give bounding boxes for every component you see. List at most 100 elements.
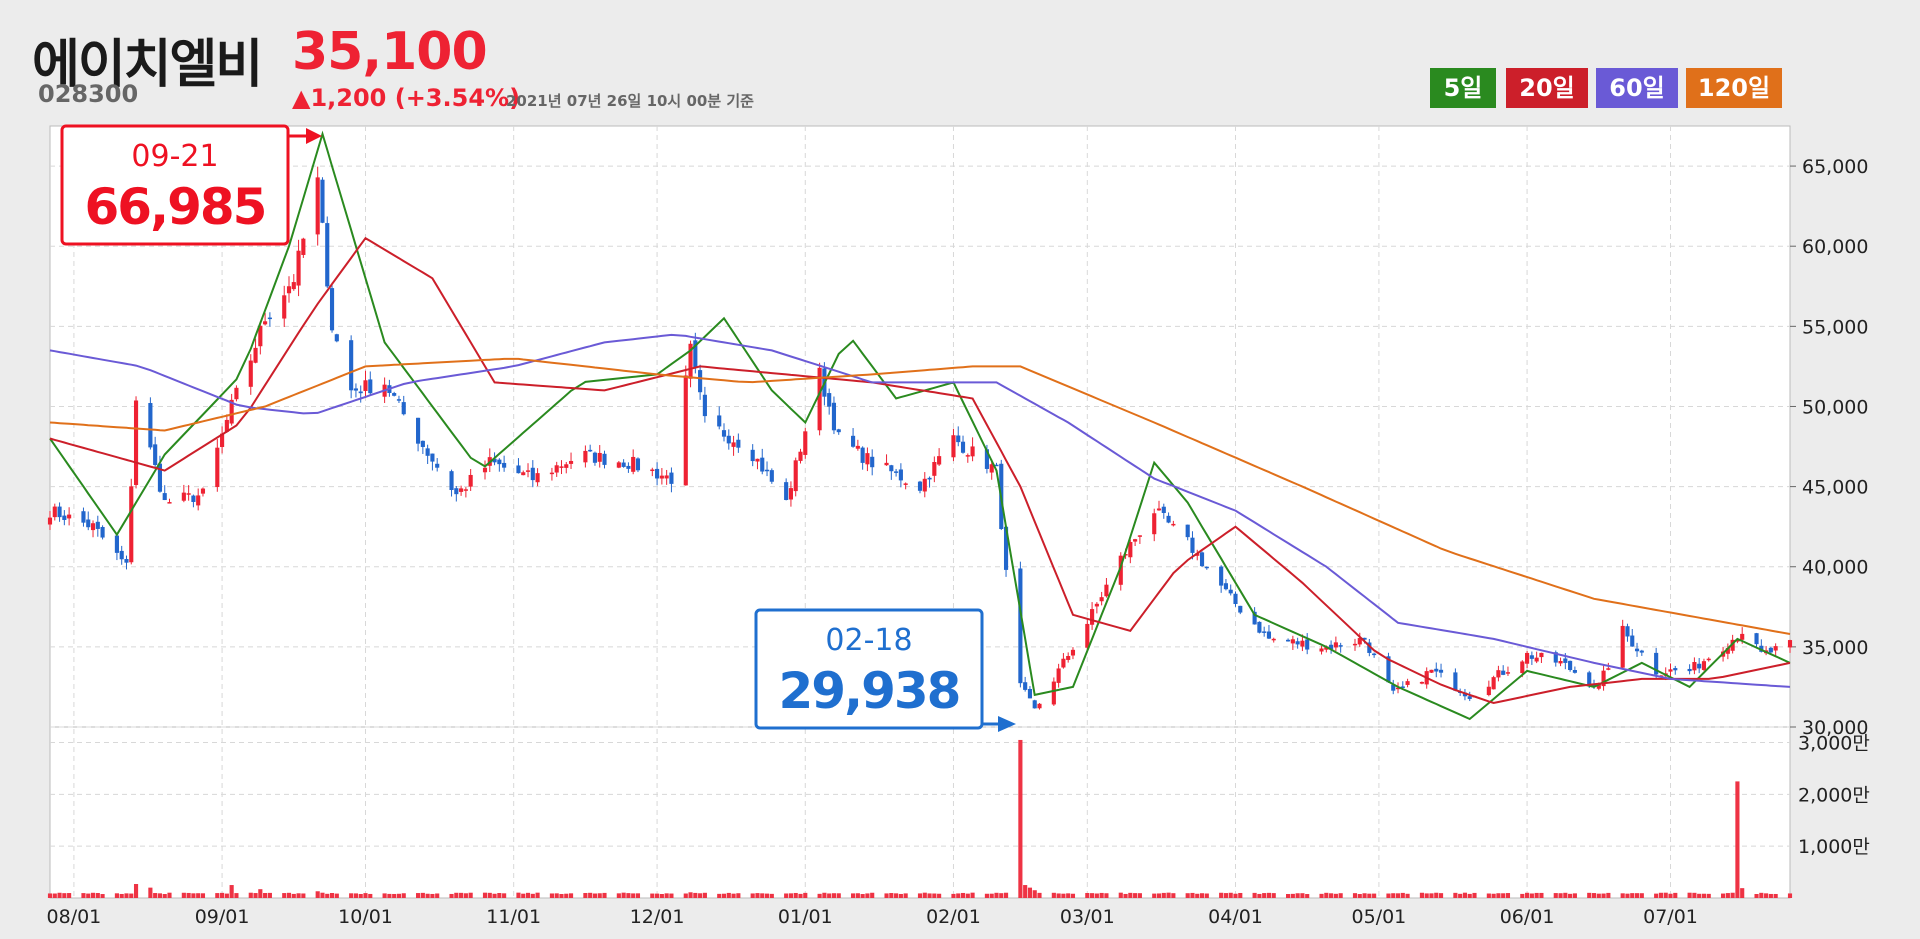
volume-bar — [1362, 893, 1367, 898]
candle-body — [1697, 663, 1702, 669]
candle-body — [1419, 681, 1424, 684]
volume-bar — [1730, 892, 1735, 898]
volume-bar — [1534, 892, 1539, 898]
volume-bar — [970, 892, 975, 898]
candle-body — [1673, 668, 1678, 671]
volume-bar — [1630, 893, 1635, 898]
candle-body — [1094, 603, 1099, 607]
candle-body — [764, 469, 770, 472]
candle-body — [124, 559, 129, 563]
candle-body — [497, 459, 502, 465]
date-tick-label: 03/01 — [1060, 906, 1115, 928]
candle-body — [602, 453, 607, 465]
volume-bar — [1496, 893, 1501, 898]
volume-bar — [100, 894, 105, 898]
volume-bar — [162, 894, 167, 898]
volume-bar — [52, 893, 57, 898]
candle-body — [1486, 686, 1491, 696]
candle-body — [47, 517, 53, 525]
candle-body — [917, 481, 923, 491]
volume-bar — [1673, 892, 1678, 898]
candle-body — [1730, 639, 1735, 651]
volume-bar — [1697, 893, 1702, 898]
candle-body — [564, 464, 569, 468]
candle-body — [482, 467, 488, 473]
date-tick-label: 12/01 — [630, 906, 685, 928]
volume-bar — [965, 893, 970, 898]
price-tick-label: 35,000 — [1802, 637, 1868, 659]
volume-bar — [1501, 893, 1506, 898]
candle-body — [554, 465, 559, 473]
volume-bar — [1324, 892, 1329, 898]
volume-bar — [903, 893, 908, 898]
candle-body — [960, 441, 966, 453]
candle-body — [855, 445, 860, 449]
volume-bar — [1419, 892, 1424, 898]
legend-ma120[interactable]: 120일 — [1686, 68, 1782, 108]
date-tick-label: 11/01 — [486, 906, 541, 928]
volume-bar — [482, 892, 488, 898]
volume-bar — [1701, 893, 1707, 898]
candle-body — [1395, 687, 1401, 690]
volume-bar — [1625, 893, 1630, 898]
candle-body — [1601, 670, 1606, 687]
volume-bar — [1568, 893, 1573, 898]
volume-bar — [320, 892, 325, 898]
high-annotation-date: 09-21 — [131, 139, 218, 174]
candle-body — [635, 458, 641, 471]
date-tick-label: 10/01 — [338, 906, 393, 928]
high-annotation-value: 66,985 — [85, 178, 266, 236]
candle-body — [664, 475, 669, 479]
candle-body — [1238, 605, 1243, 613]
candle-body — [793, 460, 798, 492]
legend-ma5[interactable]: 5일 — [1430, 68, 1496, 108]
volume-bar — [387, 893, 392, 898]
candle-body — [1171, 523, 1176, 526]
volume-bar — [631, 893, 636, 898]
volume-bar — [822, 892, 827, 898]
candle-body — [282, 295, 287, 319]
candle-body — [191, 495, 196, 502]
legend-ma60[interactable]: 60일 — [1596, 68, 1678, 108]
volume-bar — [1238, 892, 1243, 898]
candle-body — [1787, 640, 1793, 648]
candle-body — [1568, 660, 1573, 671]
candle-body — [592, 452, 598, 463]
volume-bar — [788, 893, 794, 898]
candle-body — [1156, 508, 1162, 511]
volume-bar — [1467, 893, 1472, 898]
volume-bar — [1596, 893, 1601, 898]
candle-body — [430, 453, 435, 462]
volume-bar — [325, 893, 330, 898]
volume-bar — [1587, 892, 1592, 898]
candle-body — [1051, 681, 1056, 705]
volume-bar — [57, 892, 62, 898]
date-tick-label: 06/01 — [1500, 906, 1555, 928]
low-annotation-box — [754, 608, 984, 730]
volume-bar — [1266, 892, 1272, 898]
volume-bar — [416, 893, 421, 898]
candle-body — [1233, 593, 1238, 605]
candle-body — [1654, 652, 1659, 675]
legend-ma20[interactable]: 20일 — [1506, 68, 1588, 108]
candle-body — [1271, 638, 1276, 641]
volume-bar — [133, 884, 139, 898]
volume-bar — [1787, 893, 1793, 898]
candle-body — [755, 458, 760, 462]
candle-body — [1329, 644, 1334, 650]
volume-bar — [368, 893, 373, 898]
volume-bar — [425, 893, 430, 898]
volume-bar — [1271, 893, 1276, 898]
candle-body — [90, 523, 96, 531]
candle-body — [502, 462, 507, 468]
candle-body — [1625, 626, 1630, 637]
date-tick-label: 08/01 — [47, 906, 102, 928]
volume-bar — [181, 892, 186, 898]
candle-body — [1300, 640, 1305, 647]
candle-body — [1037, 703, 1042, 709]
volume-bar — [253, 893, 258, 898]
volume-bar — [129, 893, 134, 898]
candle-body — [1372, 653, 1377, 656]
price-tick-label: 55,000 — [1802, 316, 1868, 338]
volume-bar — [86, 893, 91, 898]
